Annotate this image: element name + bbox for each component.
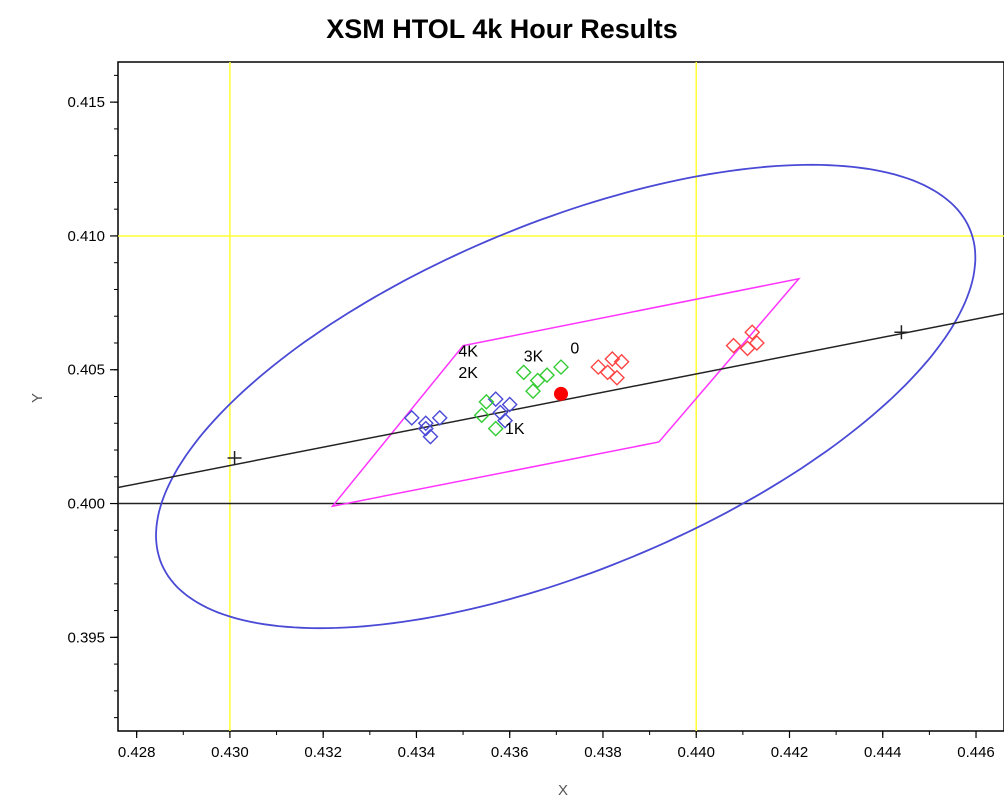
center-point — [554, 386, 568, 401]
data-point — [590, 359, 607, 376]
x-tick-label: 0.436 — [491, 744, 529, 761]
annotation-label: 1K — [505, 421, 525, 438]
x-tick-label: 0.430 — [211, 744, 249, 761]
locus-marker — [894, 325, 909, 340]
data-point — [478, 393, 495, 410]
data-point — [403, 409, 420, 426]
x-tick-label: 0.434 — [398, 744, 436, 761]
data-point — [422, 428, 439, 445]
chart-title: XSM HTOL 4k Hour Results — [326, 14, 678, 44]
data-point — [492, 404, 509, 421]
x-tick-label: 0.432 — [304, 744, 342, 761]
tolerance-ellipse — [155, 163, 977, 630]
data-point — [497, 412, 514, 429]
data-point — [487, 420, 504, 437]
data-point — [613, 353, 630, 370]
data-point — [725, 337, 742, 354]
data-point — [604, 351, 621, 368]
data-point — [501, 396, 518, 413]
data-point — [608, 369, 625, 386]
annotation-label: 2K — [458, 365, 478, 382]
x-tick-label: 0.442 — [771, 744, 809, 761]
y-tick-label: 0.400 — [67, 496, 105, 513]
x-tick-label: 0.444 — [864, 744, 902, 761]
annotation-label: 3K — [524, 349, 544, 366]
annotation-label: 4K — [458, 343, 478, 360]
data-point — [473, 407, 490, 424]
data-point — [487, 391, 504, 408]
bin-quadrilateral — [330, 277, 801, 508]
y-tick-label: 0.405 — [67, 362, 105, 379]
y-tick-label: 0.395 — [67, 629, 105, 646]
x-tick-label: 0.428 — [118, 744, 156, 761]
data-point — [599, 364, 616, 381]
data-point — [417, 415, 434, 432]
x-tick-label: 0.438 — [584, 744, 622, 761]
annotation-label: 0 — [570, 341, 579, 358]
x-tick-label: 0.446 — [957, 744, 995, 761]
data-point — [515, 364, 532, 381]
x-axis-label: X — [558, 782, 568, 799]
data-point — [539, 367, 556, 384]
y-tick-label: 0.410 — [67, 228, 105, 245]
y-axis-label: Y — [29, 393, 46, 403]
locus-marker — [227, 451, 242, 466]
data-point — [553, 359, 569, 376]
data-point — [417, 420, 434, 437]
x-tick-label: 0.440 — [677, 744, 715, 761]
y-tick-label: 0.415 — [67, 94, 105, 111]
data-point — [525, 383, 542, 400]
data-point — [744, 324, 761, 341]
data-point — [748, 334, 765, 351]
data-point — [431, 409, 448, 426]
